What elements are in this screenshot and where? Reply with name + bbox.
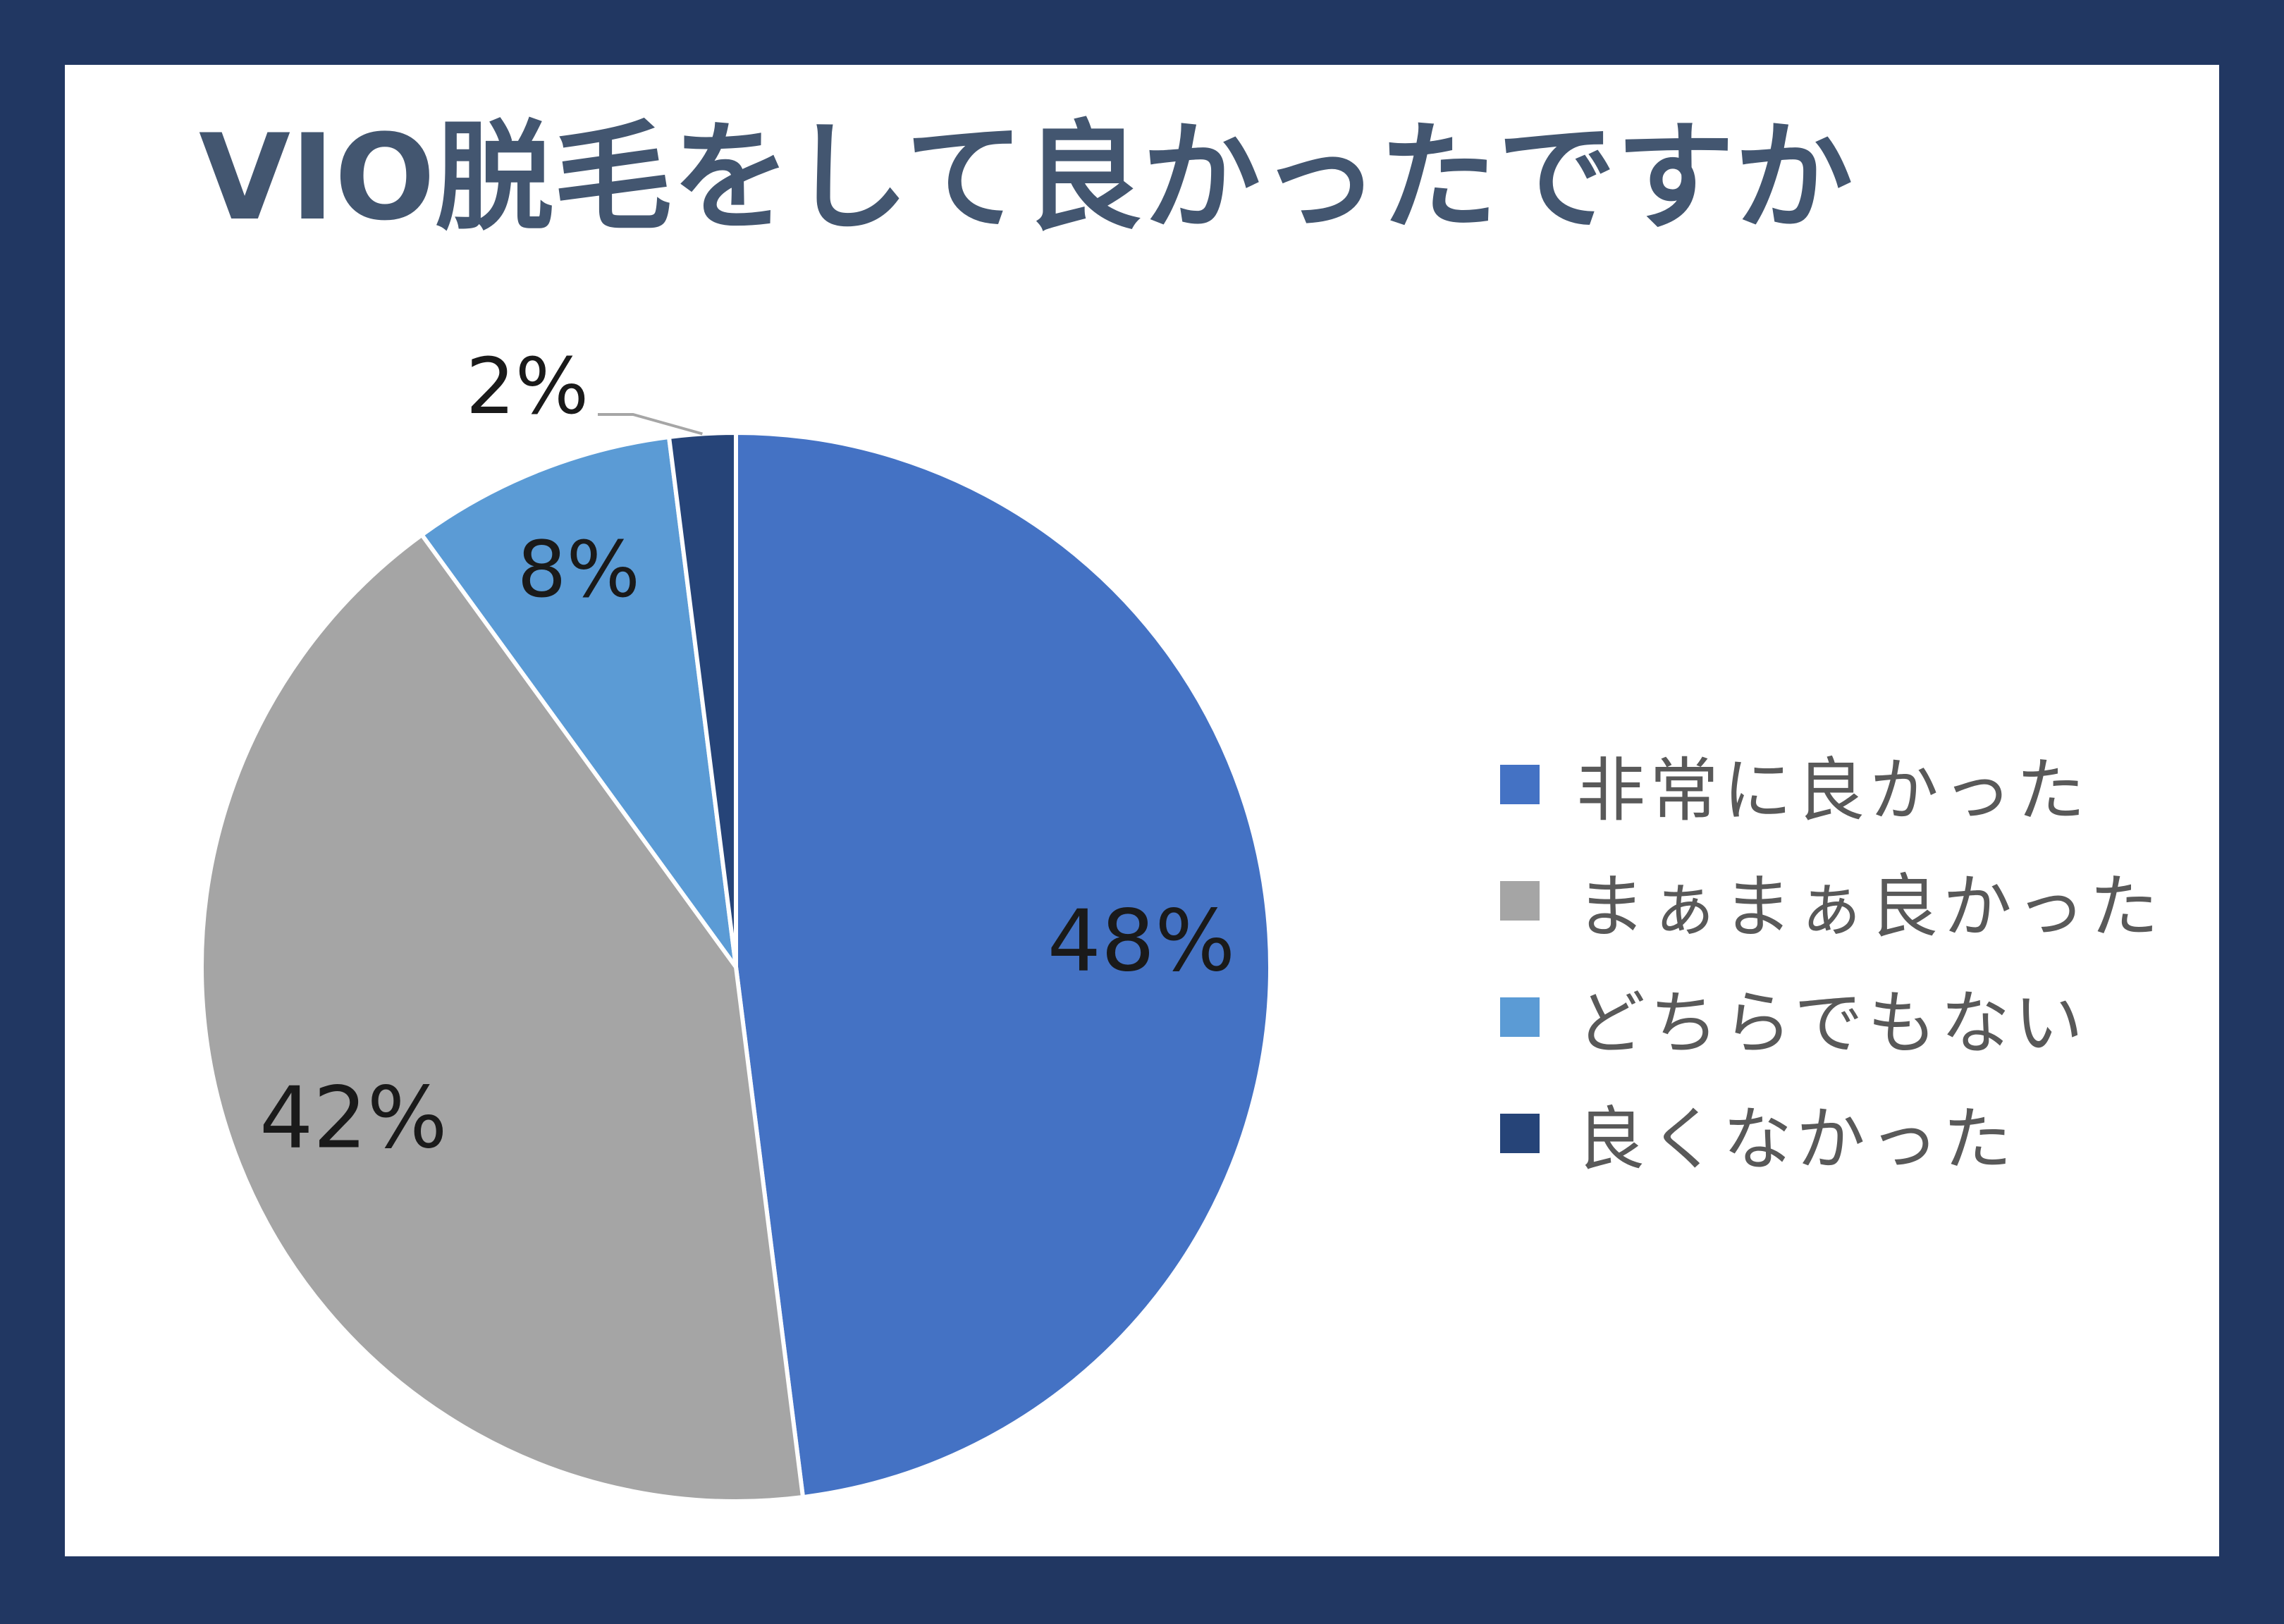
legend-swatch <box>1500 997 1540 1037</box>
pie-slice <box>419 434 738 969</box>
legend-swatch <box>1500 880 1540 921</box>
pie-slice <box>666 431 738 969</box>
pie-slice <box>199 532 805 1503</box>
legend-item: まぁまぁ良かった <box>1500 842 2163 959</box>
pie-slice <box>734 431 1272 1500</box>
leader-line <box>598 413 703 436</box>
pie-slices <box>199 431 1272 1503</box>
legend-item: 良くなかった <box>1500 1075 2163 1191</box>
data-label: 42% <box>259 1069 448 1167</box>
data-labels: 48% 42% 8% 2% <box>259 341 1235 1167</box>
legend-label: どちらでもない <box>1576 983 2088 1064</box>
legend-item: 非常に良かった <box>1500 726 2163 842</box>
data-label: 2% <box>466 341 589 431</box>
data-label: 48% <box>1048 892 1236 990</box>
legend-label: まぁまぁ良かった <box>1576 866 2163 947</box>
legend-label: 非常に良かった <box>1576 750 2090 831</box>
legend-swatch <box>1500 764 1540 804</box>
chart-title: VIO脱毛をして良かったですか <box>199 109 1853 247</box>
data-label: 8% <box>517 524 641 615</box>
legend-label: 良くなかった <box>1576 1099 2017 1180</box>
legend-item: どちらでもない <box>1500 959 2163 1075</box>
legend: 非常に良かった まぁまぁ良かった どちらでもない 良くなかった <box>1500 726 2163 1191</box>
legend-swatch <box>1500 1113 1540 1153</box>
